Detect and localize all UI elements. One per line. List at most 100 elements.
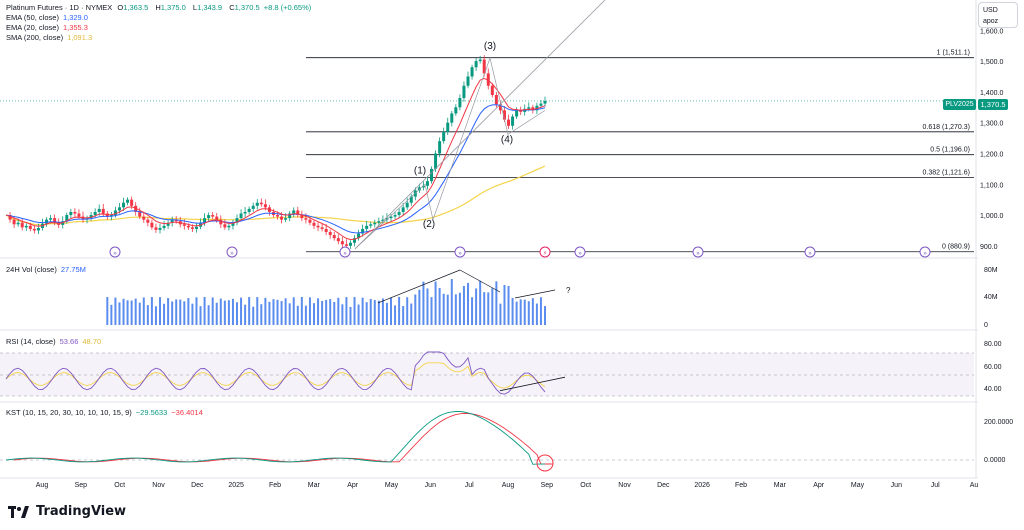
candle-body (409, 196, 413, 203)
candle-body (316, 225, 320, 228)
kst-legend[interactable]: KST (10, 15, 20, 30, 10, 10, 10, 15, 9) −… (6, 408, 203, 418)
candle-body (158, 227, 162, 230)
volume-bar (240, 297, 243, 325)
legend-ema50[interactable]: EMA (50, close) 1,329.0 (6, 13, 88, 23)
volume-axis-tick: 0 (984, 322, 988, 329)
candle-body (502, 110, 506, 120)
volume-bar (231, 298, 234, 325)
candle-body (324, 228, 328, 232)
candle-body (312, 222, 316, 226)
volume-bar (454, 294, 457, 325)
candle-body (442, 131, 446, 142)
currency-selector[interactable]: USD apoz (978, 2, 1018, 28)
volume-bar (106, 297, 109, 325)
candle-body (531, 107, 535, 111)
fib-level-label: 0.5 (1,196.0) (930, 147, 970, 154)
kst-highlight-circle (536, 454, 554, 472)
event-marker-icon (919, 246, 931, 258)
candle-body (498, 104, 502, 111)
volume-bar (507, 285, 510, 325)
volume-bar (244, 304, 247, 325)
candle-body (340, 241, 344, 245)
event-marker-glyph: » (578, 251, 582, 257)
elliott-wave-label: (1) (414, 165, 426, 176)
event-marker-glyph: » (808, 251, 812, 257)
candle-body (97, 208, 101, 212)
candle-body (288, 213, 292, 219)
volume-bar (434, 281, 437, 325)
volume-bar (349, 306, 352, 325)
symbol-title: Platinum Futures · 1D · NYMEX (6, 3, 113, 12)
volume-bar (535, 303, 538, 325)
event-marker-icon (804, 246, 816, 258)
candle-body (519, 110, 523, 112)
legend-ema20[interactable]: EMA (20, close) 1,355.3 (6, 23, 88, 33)
candle-body (263, 204, 267, 208)
candle-body (16, 222, 20, 225)
ohlc-high-key: H (155, 3, 161, 12)
tradingview-logo[interactable]: TradingView (8, 504, 126, 519)
candle-body (486, 73, 490, 86)
candle-body (101, 208, 105, 214)
legend-value: 1,355.3 (62, 23, 88, 32)
volume-bar (390, 297, 392, 325)
candle-body (425, 181, 429, 186)
volume-bar (248, 297, 251, 325)
rsi-legend[interactable]: RSI (14, close) 53.66 48.70 (6, 337, 101, 347)
candle-body (162, 225, 166, 228)
candle-body (446, 122, 450, 132)
candle-body (235, 218, 239, 223)
volume-bar (519, 299, 522, 325)
volume-bar (418, 289, 421, 325)
volume-label: 24H Vol (close) (6, 265, 57, 274)
candle-body (219, 219, 223, 225)
volume-bar (450, 279, 453, 325)
volume-bar (365, 302, 368, 325)
candle-body (369, 224, 373, 226)
candle-body (515, 110, 519, 117)
legend-sma200[interactable]: SMA (200, close) 1,091.3 (6, 33, 92, 43)
candle-body (397, 211, 401, 216)
fib-level-label: 1 (1,511.1) (937, 50, 970, 57)
y-axis-tick: 1,600.0 (980, 28, 1003, 35)
volume-bar (118, 302, 121, 325)
volume-bar (442, 293, 445, 325)
candle-body (405, 202, 409, 208)
candle-body (344, 244, 348, 246)
fib-level-label: 0.382 (1,121.6) (923, 170, 970, 177)
volume-bar (410, 303, 413, 325)
volume-bar (130, 300, 133, 325)
trend-line (354, 0, 606, 250)
legend-label: SMA (200, close) (6, 33, 64, 42)
volume-bar (276, 299, 279, 325)
volume-bar (199, 306, 202, 325)
last-price-tag: 1,370.5 (978, 99, 1008, 110)
volume-legend[interactable]: 24H Vol (close) 27.75M (6, 265, 86, 275)
volume-bar (479, 280, 482, 325)
candle-body (8, 215, 12, 220)
sma200-line (5, 165, 546, 226)
legend-label: EMA (50, close) (6, 13, 59, 22)
ema50-line (5, 104, 546, 234)
volume-bar (467, 282, 469, 325)
candle-body (300, 215, 304, 219)
event-marker-icon (692, 246, 704, 258)
volume-bar (381, 298, 384, 325)
candle-body (393, 215, 397, 217)
candle-body (438, 141, 442, 154)
symbol-tag: PLV2025 (943, 99, 976, 110)
rsi-ma-line (5, 362, 546, 389)
volume-bar (264, 297, 267, 325)
candle-body (93, 211, 97, 216)
volume-bar (236, 302, 238, 325)
candle-body (490, 85, 494, 95)
candle-body (182, 224, 186, 226)
volume-bar (446, 294, 449, 325)
x-axis-label: Aug (36, 482, 49, 489)
candle-body (320, 227, 324, 229)
volume-bar (280, 301, 283, 325)
candle-body (308, 219, 312, 223)
volume-bar (223, 300, 226, 325)
kst-axis-tick: 0.0000 (984, 457, 1006, 464)
